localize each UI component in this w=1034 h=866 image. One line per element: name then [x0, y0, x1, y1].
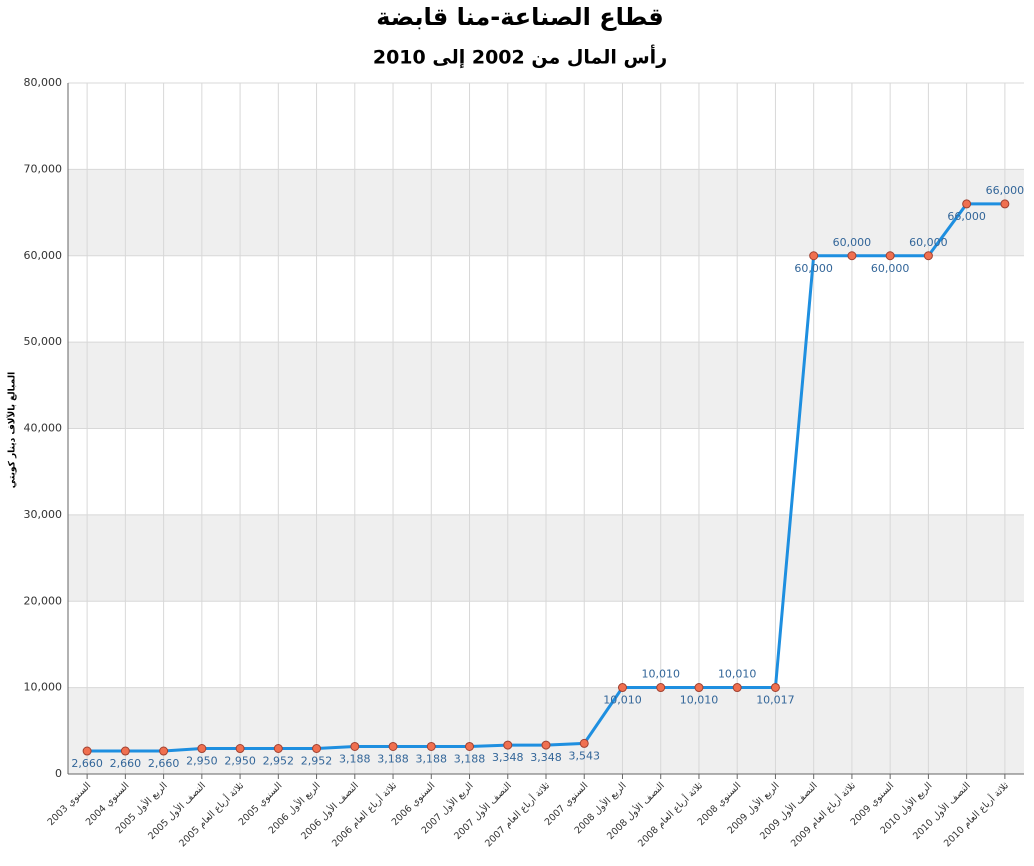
y-tick-label: 20,000: [24, 594, 63, 607]
y-axis-label: المبالغ بالآلاف دينار كويتي: [6, 372, 18, 488]
data-label: 60,000: [871, 262, 910, 275]
x-tick-label: ثلاثة أرباع العام 2005: [176, 779, 247, 850]
marker: [847, 251, 857, 261]
y-tick-label: 0: [55, 767, 62, 780]
x-tick-label: ثلاثة أرباع العام 2007: [482, 779, 553, 850]
y-tick-label: 40,000: [24, 422, 63, 435]
marker: [388, 741, 398, 751]
data-label: 2,660: [148, 757, 180, 770]
marker: [120, 746, 130, 756]
chart-title: قطاع الصناعة-منا قابضة: [376, 3, 663, 31]
marker: [350, 741, 360, 751]
data-label: 60,000: [794, 262, 833, 275]
y-tick-label: 80,000: [24, 76, 63, 89]
data-label: 2,952: [263, 755, 295, 768]
marker: [503, 740, 513, 750]
marker: [312, 744, 322, 754]
marker: [885, 251, 895, 261]
data-label: 3,348: [492, 751, 524, 764]
marker: [617, 683, 627, 693]
marker: [465, 741, 475, 751]
x-tick-label: ثلاثة أرباع العام 2009: [788, 779, 859, 850]
data-label: 10,010: [718, 668, 757, 681]
marker: [426, 741, 436, 751]
chart-subtitle: رأس المال من 2002 إلى 2010: [373, 45, 667, 69]
marker: [197, 744, 207, 754]
data-label: 2,660: [71, 757, 103, 770]
data-label: 10,010: [603, 694, 642, 707]
data-label: 2,952: [301, 755, 333, 768]
data-label: 10,017: [756, 693, 795, 706]
data-label: 2,660: [110, 757, 142, 770]
data-label: 66,000: [986, 184, 1025, 197]
marker: [656, 683, 666, 693]
data-label: 3,188: [416, 752, 448, 765]
data-label: 2,950: [224, 755, 256, 768]
x-tick-label: ثلاثة أرباع العام 2010: [941, 779, 1012, 850]
data-label: 10,010: [641, 668, 680, 681]
marker: [82, 746, 92, 756]
marker: [273, 744, 283, 754]
y-tick-label: 70,000: [24, 162, 63, 175]
y-tick-label: 60,000: [24, 249, 63, 262]
x-tick-label: ثلاثة أرباع العام 2008: [635, 779, 706, 850]
data-label: 60,000: [909, 236, 948, 249]
marker: [809, 251, 819, 261]
marker: [694, 683, 704, 693]
data-label: 3,188: [339, 752, 371, 765]
marker: [541, 740, 551, 750]
data-label: 10,010: [680, 694, 719, 707]
marker: [732, 683, 742, 693]
data-label: 3,188: [454, 752, 486, 765]
data-label: 3,543: [568, 749, 600, 762]
y-tick-label: 30,000: [24, 508, 63, 521]
y-tick-label: 50,000: [24, 335, 63, 348]
marker: [235, 744, 245, 754]
marker: [770, 682, 780, 692]
data-label: 2,950: [186, 755, 218, 768]
marker: [923, 251, 933, 261]
marker: [1000, 199, 1010, 209]
data-label: 3,188: [377, 752, 409, 765]
data-label: 60,000: [833, 236, 872, 249]
data-label: 3,348: [530, 751, 562, 764]
marker: [579, 738, 589, 748]
x-tick-label: ثلاثة أرباع العام 2006: [329, 779, 400, 850]
marker: [159, 746, 169, 756]
marker: [962, 199, 972, 209]
data-label: 66,000: [947, 210, 986, 223]
y-tick-label: 10,000: [24, 681, 63, 694]
